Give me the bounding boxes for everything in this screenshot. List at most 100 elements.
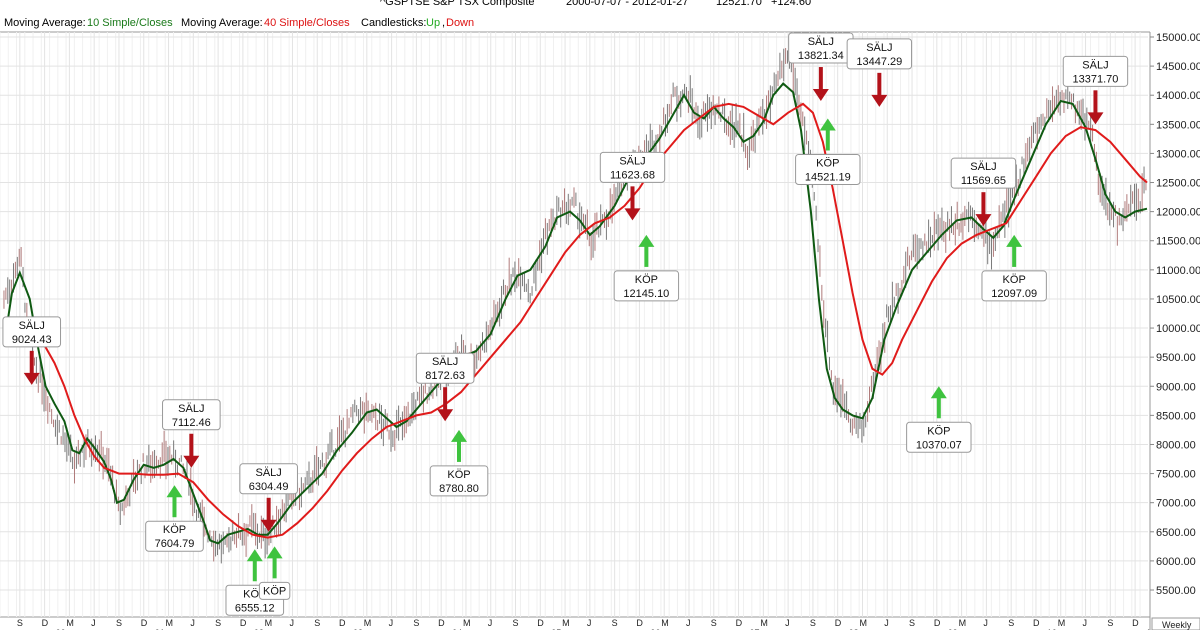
sell-arrow-head <box>23 372 40 385</box>
month-tick-label: M <box>562 618 570 628</box>
month-tick-label: D <box>537 618 544 628</box>
buy-signal-box <box>906 421 972 453</box>
buy-signal-box <box>981 270 1047 302</box>
month-tick-label: J <box>785 618 790 628</box>
buy-signal-box <box>145 520 204 552</box>
price-tick-label: 11000.00 <box>1156 265 1200 277</box>
timeframe-label: Weekly <box>1162 620 1192 630</box>
date-range: 2000-07-07 - 2012-01-27 <box>566 0 688 8</box>
sell-signal-value: 9024.43 <box>12 334 52 346</box>
sell-signal-label: SÄLJ <box>19 320 45 332</box>
sell-signal-value: 7112.46 <box>172 417 211 429</box>
month-tick-label: D <box>438 618 445 628</box>
sell-arrow-head <box>1087 112 1104 125</box>
legend-ma40-label: Moving Average: <box>181 17 263 29</box>
price-axis: 5500.00 6000.00 6500.00 7000.00 7500.00 8000.… <box>1150 32 1200 597</box>
buy-signal-label: KÖP <box>447 469 470 481</box>
buy-signal-label: KÖP <box>263 585 286 597</box>
legend-candles-down: Down <box>446 17 474 29</box>
month-tick-label: S <box>1008 618 1014 628</box>
month-tick-label: J <box>884 618 889 628</box>
sell-arrow-head <box>975 214 992 227</box>
month-tick-label: D <box>1132 618 1139 628</box>
ma10-line <box>3 82 1148 545</box>
month-tick-label: J <box>190 618 195 628</box>
sell-arrow-head <box>437 409 454 422</box>
buy-signal-value: 6555.12 <box>235 602 275 614</box>
sell-signal-box <box>846 38 913 70</box>
month-tick-label: D <box>1033 618 1040 628</box>
month-tick-label: M <box>859 618 867 628</box>
buy-signal-value: 7604.79 <box>155 538 195 550</box>
price-tick-label: 7500.00 <box>1156 469 1196 481</box>
month-tick-label: S <box>612 618 618 628</box>
sell-arrow-head <box>183 455 200 468</box>
buy-arrow-head <box>638 234 655 247</box>
month-tick-label: M <box>364 618 372 628</box>
price-tick-label: 10500.00 <box>1156 294 1200 306</box>
month-tick-label: S <box>1107 618 1113 628</box>
month-tick-label: M <box>463 618 471 628</box>
month-tick-label: S <box>116 618 122 628</box>
sell-signal-box <box>415 352 475 384</box>
change-value: +124.60 <box>771 0 811 8</box>
buy-signal-box <box>795 153 861 185</box>
month-tick-label: M <box>66 618 74 628</box>
sell-signal-label: SÄLJ <box>619 155 645 167</box>
price-tick-label: 14500.00 <box>1156 61 1200 73</box>
sell-arrow-head <box>260 519 277 532</box>
buy-signal-value: 14521.19 <box>805 171 851 183</box>
price-tick-label: 6000.00 <box>1156 556 1196 568</box>
sell-signal-box <box>950 157 1017 189</box>
month-tick-label: M <box>959 618 967 628</box>
legend: Moving Average: 10 Simple/Closes Moving … <box>4 17 474 29</box>
legend-candles-up: Up <box>426 17 440 29</box>
price-tick-label: 7000.00 <box>1156 498 1196 510</box>
buy-signal-label: KÖP <box>927 425 950 437</box>
sell-arrow-head <box>624 208 641 221</box>
buy-signal-box <box>613 270 680 302</box>
month-tick-label: J <box>1083 618 1088 628</box>
month-tick-label: J <box>488 618 493 628</box>
buy-arrow-head <box>819 118 836 131</box>
buy-signal-box <box>429 465 489 497</box>
sell-signal-value: 8172.63 <box>425 370 465 382</box>
sell-signal-value: 13447.29 <box>856 56 902 68</box>
price-tick-label: 15000.00 <box>1156 32 1200 44</box>
price-tick-label: 10000.00 <box>1156 323 1200 335</box>
price-tick-label: 14000.00 <box>1156 90 1200 102</box>
sell-arrow-head <box>871 94 888 107</box>
chart-header: ^GSPTSE S&P TSX Composite 2000-07-07 - 2… <box>380 0 811 8</box>
last-value: 12521.70 <box>716 0 762 8</box>
sell-signal-box <box>2 316 62 348</box>
sell-signal-label: SÄLJ <box>970 161 996 173</box>
month-tick-label: S <box>314 618 320 628</box>
month-tick-label: D <box>934 618 941 628</box>
price-tick-label: 9500.00 <box>1156 352 1196 364</box>
sell-signal-label: SÄLJ <box>866 42 892 54</box>
sell-arrow-head <box>812 89 829 102</box>
month-tick-label: J <box>983 618 988 628</box>
price-tick-label: 11500.00 <box>1156 236 1200 248</box>
price-tick-label: 5500.00 <box>1156 585 1196 597</box>
month-tick-label: J <box>91 618 96 628</box>
price-tick-label: 8500.00 <box>1156 410 1196 422</box>
sell-signal-value: 6304.49 <box>249 481 289 493</box>
sell-signal-label: SÄLJ <box>256 467 282 479</box>
month-tick-label: M <box>1058 618 1066 628</box>
month-tick-label: J <box>389 618 394 628</box>
price-tick-label: 12500.00 <box>1156 178 1200 190</box>
month-tick-label: J <box>587 618 592 628</box>
price-tick-label: 8000.00 <box>1156 439 1196 451</box>
buy-signal-label: KÖP <box>1003 274 1026 286</box>
month-tick-label: S <box>909 618 915 628</box>
sell-signal-box <box>599 151 666 183</box>
month-tick-label: D <box>636 618 643 628</box>
buy-arrow-head <box>266 546 283 559</box>
ma40-line <box>24 102 1148 539</box>
price-tick-label: 9000.00 <box>1156 381 1196 393</box>
buy-signal-value: 8780.80 <box>439 483 479 495</box>
sell-signal-box <box>239 463 298 495</box>
